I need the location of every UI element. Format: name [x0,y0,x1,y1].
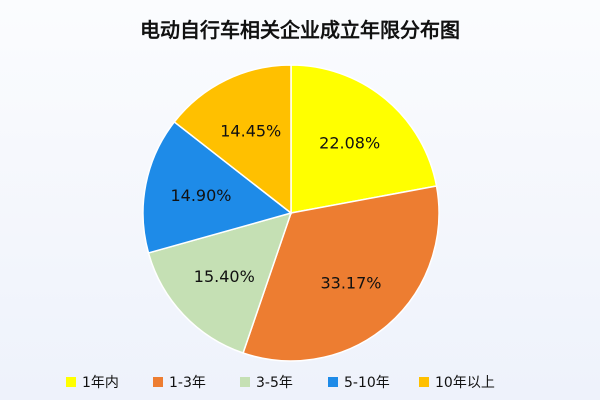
legend-label: 3-5年 [256,375,293,391]
legend-item-1: 1-3年 [153,372,206,392]
pie-slice-1 [242,185,440,362]
pie-slice-4 [173,64,292,215]
legend-swatch [328,377,338,387]
data-label-4: 14.45% [220,122,281,141]
legend-item-2: 3-5年 [240,372,293,392]
legend-swatch [66,377,76,387]
legend-label: 10年以上 [435,375,495,391]
legend: 1年内 1-3年 3-5年 5-10年 10年以上 [0,372,600,392]
legend-swatch [240,377,250,387]
pie-slice-3 [142,120,293,254]
legend-label: 5-10年 [344,375,390,391]
data-label-2: 15.40% [194,267,255,286]
pie-slice-0 [290,64,438,214]
legend-label: 1年内 [82,375,119,391]
data-label-0: 22.08% [319,133,380,152]
legend-label: 1-3年 [169,375,206,391]
legend-item-4: 10年以上 [419,372,495,392]
legend-swatch [153,377,163,387]
data-label-1: 33.17% [320,273,381,292]
data-label-3: 14.90% [170,186,231,205]
legend-swatch [419,377,429,387]
pie-slice-2 [147,211,293,354]
legend-item-0: 1年内 [66,372,119,392]
chart-title: 电动自行车相关企业成立年限分布图 [140,18,460,42]
legend-item-3: 5-10年 [328,372,390,392]
